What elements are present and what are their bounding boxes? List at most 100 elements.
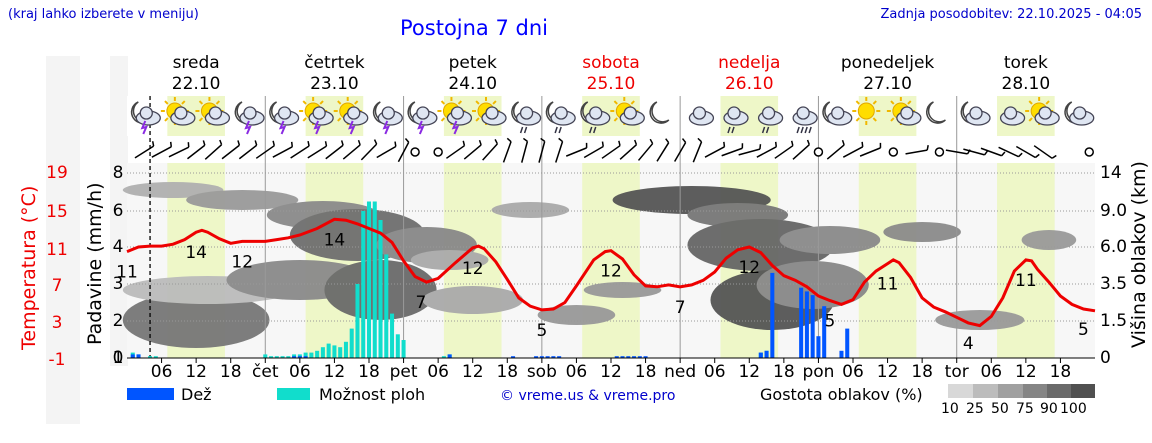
rain-bar: [632, 356, 637, 358]
wind-barb: [637, 143, 654, 161]
location-menu-note: (kraj lahko izberete v meniju): [8, 7, 199, 22]
shower-chance-bar: [338, 347, 343, 358]
shower-chance-bar: [280, 356, 285, 358]
rain-bar: [292, 356, 297, 358]
sun-ray: [198, 117, 204, 122]
wind-barb-flag: [373, 139, 378, 145]
wind-barb: [187, 144, 206, 160]
x-hour-label: 18: [358, 362, 380, 382]
wind-barb: [376, 145, 397, 159]
wind-barb: [290, 145, 310, 159]
wind-barb-flag: [272, 140, 276, 146]
chart-title: Postojna 7 dni: [400, 16, 548, 40]
density-level: 90: [1040, 401, 1058, 417]
wind-barb-flag: [759, 144, 762, 150]
cloud-puff: [692, 106, 707, 120]
wind-barb-flag: [494, 139, 499, 145]
wind-barb-flag: [219, 139, 223, 145]
cloud-puff: [761, 106, 776, 120]
sun-cloud-icon: [1025, 97, 1060, 126]
temp-tick: 11: [46, 240, 68, 260]
wind-barb: [583, 145, 604, 159]
x-hour-label: 12: [462, 362, 484, 382]
day-date: 27.10: [863, 74, 912, 94]
wind-barb: [859, 147, 881, 157]
wind-barb-flag: [926, 145, 929, 151]
wind-barb: [502, 141, 512, 163]
sun-ray: [890, 117, 895, 122]
sun-ray: [354, 100, 359, 105]
sun-lightning-icon: [437, 97, 473, 135]
sun-ray: [164, 117, 169, 122]
shower-chance-bar: [263, 354, 268, 358]
x-hour-label: 06: [842, 362, 864, 382]
temperature-value-label: 5: [536, 321, 547, 341]
sun-ray: [337, 100, 342, 105]
wind-barb-flag: [340, 140, 344, 146]
wind-barb: [792, 144, 810, 160]
temperature-value-label: 14: [324, 230, 346, 250]
credit-link[interactable]: © vreme.us & vreme.pro: [500, 388, 676, 404]
wind-barb: [463, 144, 482, 160]
rain-bar: [770, 272, 775, 358]
rain-legend-swatch: [127, 388, 174, 400]
left-axis-strip: [46, 56, 80, 424]
rain-drop: [523, 126, 528, 134]
cloud-puff: [831, 106, 845, 120]
cloud-height-tick: 6.0: [1100, 237, 1127, 257]
wind-calm-icon: [813, 147, 824, 157]
lightning-bolt: [382, 120, 390, 135]
shower-chance-bar: [332, 345, 337, 358]
moon-icon: [649, 101, 670, 124]
lightning-bolt: [140, 120, 148, 135]
precip-tick: 1: [113, 348, 124, 368]
sun-ray: [215, 100, 221, 105]
moon-rain-icon: [511, 101, 542, 134]
rain-drop: [727, 126, 731, 134]
wind-barb-flag: [404, 138, 410, 143]
cloud-puff: [277, 106, 292, 120]
wind-barb-flag: [633, 139, 638, 145]
cloud-puff: [485, 106, 499, 120]
precip-tick: 2: [113, 311, 124, 331]
day-name: sobota: [582, 53, 640, 73]
x-day-label: ned: [664, 362, 696, 382]
sun-icon: [852, 97, 881, 125]
wind-barb-flag: [723, 141, 726, 147]
cloud-puff: [554, 106, 568, 120]
wind-barb-flag: [290, 141, 294, 147]
moon-rain-icon: [580, 101, 611, 134]
cloud-puff: [416, 106, 430, 120]
day-date: 24.10: [448, 74, 497, 94]
wind-barb-flag: [202, 140, 206, 146]
shower-chance-bar: [349, 328, 354, 358]
wind-barb-flag: [1001, 151, 1006, 157]
wind-barb-flag: [984, 150, 989, 156]
day-name: nedelja: [718, 53, 780, 73]
precip-tick: 4: [113, 237, 124, 257]
lightning-bolt: [244, 120, 252, 135]
sun-ray: [872, 117, 877, 122]
shower-chance-bar: [309, 352, 314, 358]
moon-shape: [926, 101, 946, 124]
wind-barb: [656, 142, 670, 162]
x-day-label: čet: [252, 362, 279, 382]
weather-icon-row: [130, 97, 1095, 135]
wind-barb-flag: [618, 140, 621, 146]
cloud-sun-icon: [195, 97, 231, 126]
wind-barb-flag: [324, 141, 328, 147]
wind-barb: [738, 148, 761, 156]
wind-barb: [774, 145, 794, 159]
wind-calm-icon: [888, 147, 899, 157]
temp-tick: -1: [48, 350, 66, 370]
cloud-puff: [796, 106, 810, 120]
x-hour-label: 06: [427, 362, 449, 382]
wind-barb-flag: [861, 141, 864, 147]
rain-bar: [764, 350, 769, 358]
rain-bar: [539, 356, 544, 358]
shower-chance-bar: [395, 334, 400, 358]
cloud-density-legend-title: Gostota oblakov (%): [760, 385, 923, 404]
sun-ray: [855, 117, 860, 122]
rain-bar: [136, 354, 141, 358]
wind-barb-flag: [307, 140, 310, 147]
